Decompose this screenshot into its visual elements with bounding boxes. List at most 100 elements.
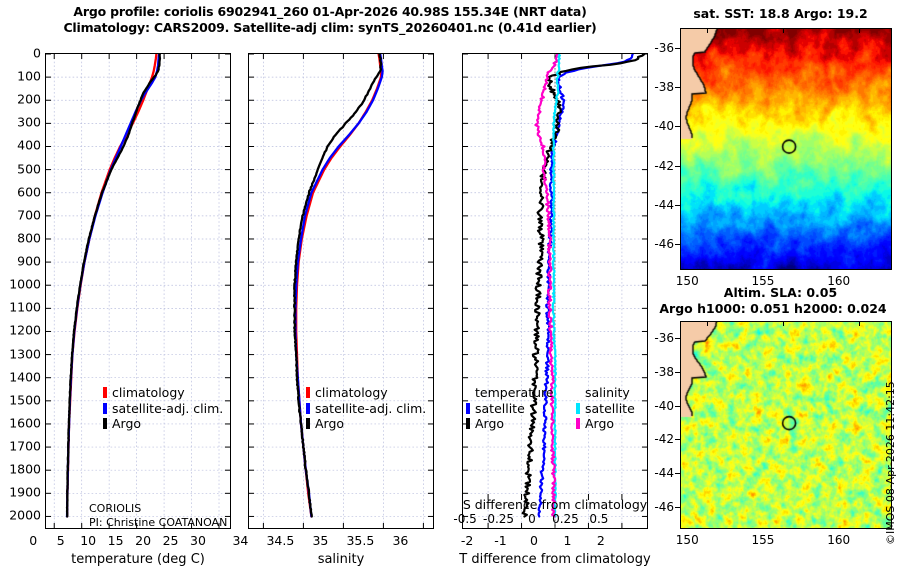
salinity-difference-tick-label: -0.25 (483, 512, 515, 526)
temperature-tick-label: 5 (56, 533, 65, 548)
temperature-difference-tick-label: -1 (494, 533, 507, 548)
legend-label: satellite (585, 400, 635, 416)
sla-map-title-line-1: Altim. SLA: 0.05 (723, 285, 838, 300)
legend-label: satellite-adj. clim. (112, 400, 224, 416)
temperature-difference-tick-label: 1 (563, 533, 572, 548)
depth-tick-label: 1800 (9, 461, 41, 477)
depth-tick-label: 1300 (9, 346, 41, 362)
sla-map-longitude-tick-mark (782, 321, 784, 326)
legend-label: climatology (315, 385, 388, 400)
salinity-axis-label: salinity (317, 552, 365, 567)
salinity-panel-legend: climatology satellite-adj. clim. Argo (306, 385, 426, 432)
depth-tick-label: 1500 (9, 392, 41, 408)
sst-map-latitude-tick-mark (675, 47, 680, 49)
salinity-tick-label: 36 (392, 533, 409, 548)
depth-tick-label: 1200 (9, 322, 41, 338)
sst-map-latitude-tick-mark (675, 87, 680, 89)
legend-color-swatch (306, 402, 310, 414)
legend-color-swatch (306, 387, 310, 399)
sst-map-latitude-tick-label: -36 (654, 40, 674, 55)
legend-item: satellite-adj. clim. (103, 401, 223, 417)
legend-color-swatch (306, 418, 310, 430)
sst-map-longitude-tick-mark (782, 28, 784, 33)
sst-map-title: sat. SST: 18.8 Argo: 19.2 (693, 6, 868, 21)
salinity-difference-axis-label: S difference from climatology (462, 497, 648, 512)
sla-map-latitude-tick-label: -44 (654, 466, 674, 481)
depth-tick-label: 100 (17, 68, 41, 84)
sla-map-longitude-tick-mark (858, 321, 860, 326)
sst-map-longitude-tick-mark (707, 28, 709, 33)
sla-map-latitude-tick-mark (675, 405, 680, 407)
temperature-tick-label: 30 (190, 533, 206, 548)
sst-map[interactable] (680, 28, 892, 270)
sla-map-title-line-2: Argo h1000: 0.051 h2000: 0.024 (659, 301, 887, 316)
temperature-panel-legend: climatology satellite-adj. clim. Argo (103, 385, 223, 432)
temperature-tick-label: 10 (80, 533, 97, 548)
legend-label: Argo (585, 416, 615, 431)
depth-tick-label: 0 (33, 45, 41, 61)
depth-tick-label: 400 (17, 137, 41, 153)
title-line-2: Climatology: CARS2009. Satellite-adj cli… (63, 20, 597, 35)
temperature-tick-label: 15 (107, 533, 124, 548)
temperature-tick-label: 25 (162, 533, 179, 548)
legend-color-swatch (576, 418, 580, 430)
page-title: Argo profile: coriolis 6902941_260 01-Ap… (0, 4, 660, 36)
sst-map-canvas (681, 29, 891, 269)
sla-map-latitude-tick-mark (675, 337, 680, 339)
depth-tick-label: 500 (17, 161, 41, 177)
sla-map-latitude-tick-mark (675, 439, 680, 441)
sst-map-latitude-tick-label: -38 (654, 80, 674, 95)
depth-tick-label: 600 (17, 184, 41, 200)
sst-map-latitude-tick-mark (675, 165, 680, 167)
depth-tick-label: 1000 (9, 276, 41, 292)
provider-name: CORIOLIS (89, 502, 142, 515)
copyright-text: ©IMOS 08-Apr-2026 11:42:15 (884, 381, 897, 545)
salinity-tick-label: 35 (312, 533, 329, 548)
salinity-difference-tick-label: 0 (528, 512, 536, 526)
salinity-profile-plot (249, 54, 433, 528)
sla-map-latitude-tick-mark (675, 473, 680, 475)
sla-map[interactable] (680, 321, 892, 529)
temperature-difference-tick-label: 2 (596, 533, 605, 548)
sst-map-latitude-tick-label: -46 (654, 237, 674, 252)
difference-profile-plot (463, 54, 647, 528)
sst-map-latitude-tick-label: -42 (654, 158, 674, 173)
depth-tick-label: 1700 (9, 438, 41, 454)
sla-map-latitude-tick-mark (675, 371, 680, 373)
salinity-tick-label: 34 (232, 533, 249, 548)
legend-label: satellite-adj. clim. (315, 400, 427, 416)
legend-item: climatology (103, 385, 223, 401)
sst-map-longitude-tick-mark (858, 28, 860, 33)
sst-map-latitude-tick-label: -44 (654, 198, 674, 213)
temperature-tick-label: 0 (29, 533, 38, 548)
legend-item: Argo (306, 416, 426, 432)
sst-map-latitude-tick-mark (675, 205, 680, 207)
legend-item: satellite (466, 401, 554, 417)
sla-map-latitude-tick-label: -36 (654, 330, 674, 345)
depth-tick-label: 2000 (9, 507, 41, 523)
sla-map-latitude-tick-label: -38 (654, 364, 674, 379)
legend-item: Argo (466, 416, 554, 432)
legend-color-swatch (576, 402, 580, 414)
sst-map-longitude-tick-label: 155 (751, 274, 775, 288)
salinity-tick-label: 34.5 (266, 533, 295, 548)
legend-label: satellite (475, 400, 525, 416)
sst-map-latitude-tick-mark (675, 244, 680, 246)
sla-map-latitude-tick-label: -40 (654, 398, 674, 413)
depth-tick-label: 1600 (9, 415, 41, 431)
legend-color-swatch (466, 402, 470, 414)
legend-item: satellite-adj. clim. (306, 401, 426, 417)
legend-item: satellite (576, 401, 635, 417)
legend-item: Argo (576, 416, 635, 432)
salinity-difference-tick-label: -0.5 (453, 512, 477, 526)
salinity-difference-tick-label: 0.5 (589, 512, 609, 526)
sst-map-latitude-tick-mark (675, 126, 680, 128)
difference-profile-panel (462, 53, 648, 529)
legend-label: Argo (315, 416, 345, 431)
sla-map-longitude-tick-label: 155 (751, 533, 775, 547)
sla-map-canvas (681, 322, 891, 528)
sst-map-longitude-tick-label: 160 (827, 274, 851, 288)
legend-item: climatology (306, 385, 426, 401)
difference-temperature-legend: temperature satellite Argo (466, 385, 554, 432)
salinity-tick-label: 35.5 (346, 533, 375, 548)
